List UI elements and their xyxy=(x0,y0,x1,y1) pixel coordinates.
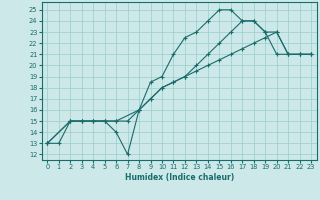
X-axis label: Humidex (Indice chaleur): Humidex (Indice chaleur) xyxy=(124,173,234,182)
